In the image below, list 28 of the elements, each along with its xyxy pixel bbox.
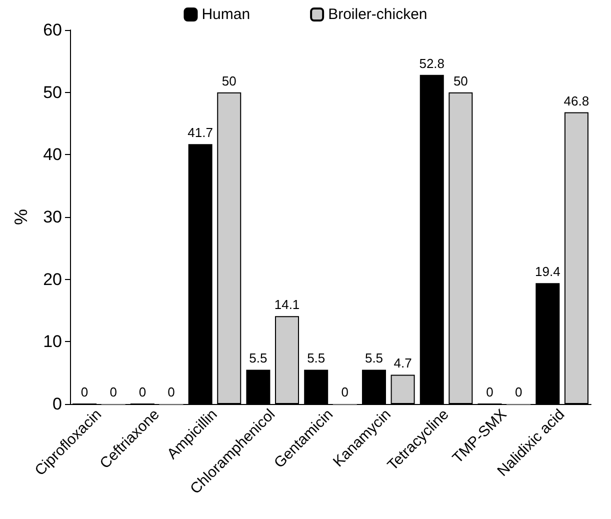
data-label: 0 <box>80 384 88 400</box>
data-label: 0 <box>514 384 522 400</box>
y-axis-title: % <box>11 208 31 226</box>
data-label: 14.1 <box>274 297 300 312</box>
data-label: 46.8 <box>564 93 590 108</box>
data-label: 41.7 <box>188 125 213 140</box>
data-label: 19.4 <box>535 264 560 280</box>
y-tick-label: 20 <box>43 270 62 289</box>
y-tick-label: 60 <box>43 20 62 40</box>
y-tick-label: 40 <box>43 145 62 164</box>
data-label: 4.7 <box>394 356 412 371</box>
data-label: 0 <box>486 384 494 400</box>
data-label: 5.5 <box>307 350 326 366</box>
data-label: 52.8 <box>419 56 445 71</box>
legend-label: Broiler-chicken <box>328 6 428 23</box>
data-label: 5.5 <box>249 350 268 366</box>
legend-label: Human <box>202 6 250 23</box>
y-tick-label: 10 <box>43 332 62 352</box>
data-label: 50 <box>453 73 468 88</box>
y-tick-label: 0 <box>52 394 62 414</box>
data-label: 0 <box>138 384 146 400</box>
data-label: 5.5 <box>364 350 384 366</box>
y-tick-label: 50 <box>43 82 62 102</box>
data-label: 50 <box>222 73 236 88</box>
y-tick-label: 30 <box>43 208 62 226</box>
data-label: 0 <box>168 384 175 400</box>
data-label: 0 <box>110 384 117 400</box>
data-label: 0 <box>341 384 349 400</box>
